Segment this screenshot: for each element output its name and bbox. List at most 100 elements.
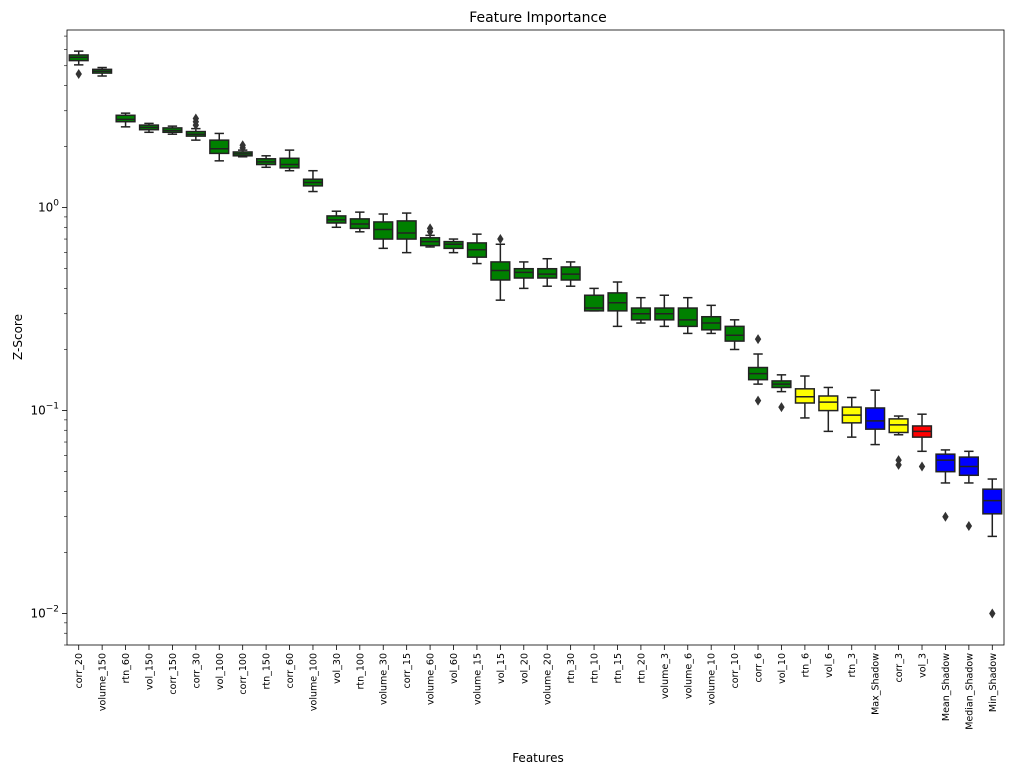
box-volume_100: volume_100 [302, 169, 324, 711]
x-tick-label: vol_30 [332, 653, 343, 684]
x-tick-label: rtn_20 [636, 653, 647, 684]
x-axis-label: Features [512, 751, 564, 765]
box-vol_10: vol_10 [771, 374, 792, 684]
x-tick-label: volume_3 [660, 653, 671, 699]
x-tick-label: corr_10 [730, 653, 741, 689]
x-tick-label: rtn_6 [800, 653, 811, 677]
box-Mean_Shadow: Mean_Shadow [935, 449, 956, 721]
outlier-point [918, 461, 926, 472]
x-tick-label: volume_6 [683, 653, 694, 699]
outlier-point [239, 140, 246, 151]
outlier-point [989, 608, 996, 619]
x-tick-label: volume_150 [98, 653, 109, 711]
x-tick-label: rtn_30 [566, 653, 577, 684]
plot-frame [66, 29, 1005, 646]
x-tick-label: vol_60 [449, 653, 460, 684]
x-tick-label: volume_20 [543, 653, 554, 705]
box-rtn_15: rtn_15 [607, 281, 628, 684]
box-volume_10: volume_10 [701, 304, 722, 705]
x-tick-label: vol_15 [496, 653, 507, 684]
box-body [396, 220, 417, 240]
box-rtn_30: rtn_30 [560, 261, 581, 684]
box-volume_150: volume_150 [92, 66, 113, 711]
outlier-point [426, 223, 434, 234]
outlier-point [895, 459, 902, 470]
box-corr_6: corr_6 [747, 334, 769, 682]
box-corr_10: corr_10 [724, 319, 745, 689]
x-tick-label: rtn_15 [613, 653, 624, 684]
x-tick-label: corr_15 [402, 653, 413, 689]
x-tick-label: Mean_Shadow [941, 653, 952, 721]
box-vol_6: vol_6 [818, 386, 839, 678]
box-rtn_150: rtn_150 [255, 155, 277, 690]
box-body [583, 294, 605, 312]
box-body [865, 407, 886, 430]
box-corr_150: corr_150 [162, 125, 183, 695]
x-tick-label: volume_10 [707, 653, 718, 705]
x-tick-label: rtn_60 [121, 653, 132, 684]
box-body [209, 139, 230, 155]
x-tick-label: vol_20 [519, 653, 530, 684]
x-tick-label: rtn_3 [847, 653, 858, 677]
x-tick-label: corr_150 [168, 653, 179, 695]
box-body [373, 221, 394, 240]
outlier-point [75, 69, 82, 80]
outlier-point [192, 113, 200, 124]
box-body [607, 292, 628, 312]
box-rtn_100: rtn_100 [349, 211, 370, 690]
box-body [935, 453, 956, 473]
outlier-point [497, 234, 504, 245]
box-volume_3: volume_3 [654, 294, 675, 699]
box-vol_60: vol_60 [443, 238, 464, 684]
box-vol_20: vol_20 [513, 261, 534, 684]
x-tick-label: rtn_150 [262, 653, 273, 690]
x-tick-label: vol_6 [824, 653, 835, 678]
x-tick-label: corr_100 [238, 653, 249, 695]
box-corr_30: corr_30 [185, 113, 206, 689]
x-tick-label: vol_150 [144, 653, 155, 690]
box-body [724, 325, 745, 342]
x-tick-label: vol_3 [918, 653, 929, 678]
box-Max_Shadow: Max_Shadow [865, 389, 886, 715]
box-body [982, 488, 1003, 515]
box-body [794, 388, 816, 404]
box-volume_30: volume_30 [373, 213, 394, 705]
box-rtn_3: rtn_3 [841, 396, 862, 677]
box-volume_60: volume_60 [419, 223, 441, 705]
outlier-point [778, 402, 785, 413]
box-corr_3: corr_3 [888, 415, 909, 682]
box-vol_15: vol_15 [490, 234, 511, 684]
box-body [513, 267, 534, 279]
box-vol_3: vol_3 [911, 413, 933, 678]
box-body [279, 157, 300, 169]
outlier-point [754, 395, 762, 406]
x-tick-label: corr_3 [894, 653, 905, 682]
outlier-point [965, 521, 973, 532]
x-tick-label: volume_100 [308, 653, 319, 711]
x-tick-label: volume_15 [472, 653, 483, 705]
box-body [888, 418, 909, 434]
box-Min_Shadow: Min_Shadow [982, 478, 1003, 712]
x-tick-label: Min_Shadow [988, 653, 999, 712]
box-vol_30: vol_30 [326, 210, 347, 684]
y-axis-label: Z-Score [11, 314, 25, 360]
box-volume_20: volume_20 [537, 257, 558, 705]
box-body [537, 267, 558, 279]
x-tick-label: rtn_100 [355, 653, 366, 690]
x-tick-label: corr_20 [74, 653, 85, 689]
x-tick-label: corr_6 [754, 653, 765, 682]
box-corr_100: corr_100 [232, 140, 253, 695]
box-Median_Shadow: Median_Shadow [958, 450, 979, 730]
x-tick-label: volume_30 [379, 653, 390, 705]
box-body [677, 307, 698, 328]
box-body [818, 395, 839, 412]
box-corr_20: corr_20 [68, 50, 89, 689]
x-tick-label: rtn_10 [590, 653, 601, 684]
outlier-point [942, 511, 949, 522]
box-vol_100: vol_100 [209, 132, 230, 690]
box-rtn_20: rtn_20 [630, 296, 652, 684]
box-body [115, 114, 136, 123]
x-tick-label: vol_100 [215, 653, 226, 690]
